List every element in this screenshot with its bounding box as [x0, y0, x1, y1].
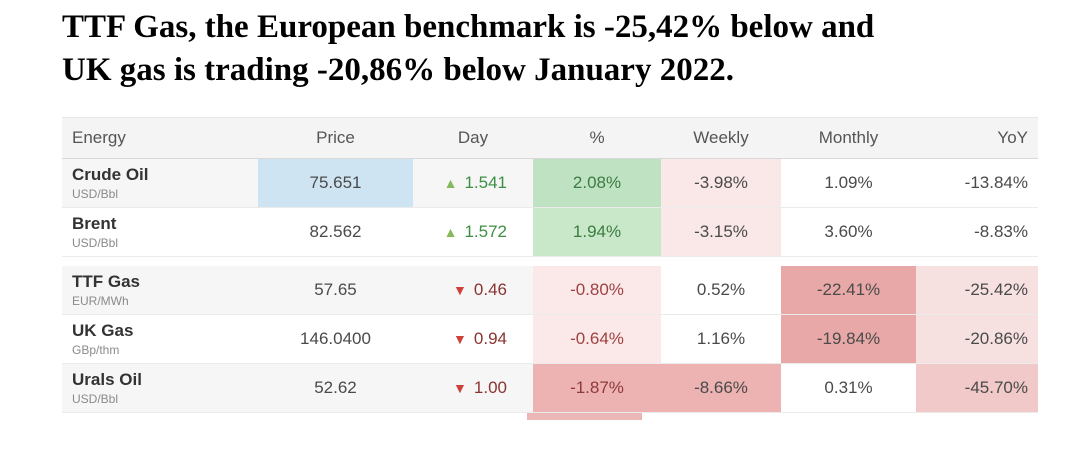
monthly-cell: 3.60%	[781, 208, 916, 256]
headline: TTF Gas, the European benchmark is -25,4…	[62, 6, 1052, 92]
headline-line-2: UK gas is trading -20,86% below January …	[62, 52, 734, 88]
percent-cell: -0.80%	[533, 266, 661, 314]
triangle-up-icon: ▲	[443, 175, 458, 191]
weekly-cell: 0.52%	[661, 266, 781, 314]
yoy-cell: -25.42%	[916, 266, 1038, 314]
price-cell: 146.0400	[300, 329, 371, 348]
table-header-row: Energy Price Day % Weekly Monthly YoY	[62, 118, 1038, 159]
commodity-cell: Brent USD/Bbl	[62, 208, 258, 256]
day-change-cell: ▲ 1.541	[413, 159, 533, 207]
commodity-cell: TTF Gas EUR/MWh	[62, 266, 258, 314]
percent-cell: -1.87%	[533, 364, 661, 412]
energy-markets-table: Energy Price Day % Weekly Monthly YoY Cr…	[62, 117, 1038, 420]
header-weekly: Weekly	[693, 128, 749, 147]
headline-line-1: TTF Gas, the European benchmark is -25,4…	[62, 9, 875, 45]
table-row-uk-gas[interactable]: UK Gas GBp/thm 146.0400 ▼ 0.94 -0.64% 1.…	[62, 315, 1038, 364]
table-row-crude-oil[interactable]: Crude Oil USD/Bbl 75.651 ▲ 1.541 2.08% -…	[62, 159, 1038, 208]
header-price: Price	[316, 128, 355, 147]
yoy-cell: -20.86%	[916, 315, 1038, 363]
commodity-cell: Crude Oil USD/Bbl	[62, 159, 258, 207]
day-change-value: 1.541	[464, 173, 507, 192]
day-change-value: 0.46	[473, 280, 507, 299]
triangle-down-icon: ▼	[453, 331, 467, 347]
triangle-up-icon: ▲	[443, 224, 458, 240]
triangle-down-icon: ▼	[453, 380, 467, 396]
cutoff-cell	[527, 413, 642, 420]
monthly-cell: -22.41%	[781, 266, 916, 314]
commodity-unit: GBp/thm	[72, 343, 120, 357]
cutoff-row-sliver	[62, 413, 1038, 420]
price-cell: 75.651	[258, 159, 413, 207]
header-percent: %	[589, 128, 605, 147]
weekly-cell: 1.16%	[661, 315, 781, 363]
commodity-unit: USD/Bbl	[72, 187, 119, 201]
commodity-name: TTF Gas	[72, 272, 141, 291]
day-change-value: 1.572	[464, 222, 507, 241]
monthly-cell: 0.31%	[781, 364, 916, 412]
triangle-down-icon: ▼	[453, 282, 467, 298]
commodity-unit: USD/Bbl	[72, 236, 119, 250]
percent-cell: 1.94%	[533, 208, 661, 256]
percent-cell: 2.08%	[533, 159, 661, 207]
weekly-cell: -3.98%	[661, 159, 781, 207]
price-cell: 57.65	[314, 280, 357, 299]
table-row-urals-oil[interactable]: Urals Oil USD/Bbl 52.62 ▼ 1.00 -1.87% -8…	[62, 364, 1038, 413]
table-group-divider	[62, 257, 1038, 266]
weekly-cell: -3.15%	[661, 208, 781, 256]
price-cell: 52.62	[314, 378, 357, 397]
header-energy: Energy	[72, 128, 126, 147]
weekly-cell: -8.66%	[661, 364, 781, 412]
commodity-name: Crude Oil	[72, 165, 149, 184]
commodity-cell: Urals Oil USD/Bbl	[62, 364, 258, 412]
commodity-unit: EUR/MWh	[72, 294, 129, 308]
day-change-value: 1.00	[473, 378, 507, 397]
day-change-cell: ▼ 0.46	[413, 266, 533, 314]
commodity-name: Brent	[72, 214, 117, 233]
price-cell: 82.562	[309, 222, 362, 241]
monthly-cell: -19.84%	[781, 315, 916, 363]
day-change-value: 0.94	[473, 329, 507, 348]
yoy-cell: -13.84%	[916, 159, 1038, 207]
commodity-name: UK Gas	[72, 321, 134, 340]
header-day: Day	[457, 128, 489, 147]
header-yoy: YoY	[997, 128, 1028, 147]
header-monthly: Monthly	[818, 128, 879, 147]
day-change-cell: ▼ 1.00	[413, 364, 533, 412]
table-row-brent[interactable]: Brent USD/Bbl 82.562 ▲ 1.572 1.94% -3.15…	[62, 208, 1038, 257]
monthly-cell: 1.09%	[781, 159, 916, 207]
commodity-name: Urals Oil	[72, 370, 142, 389]
day-change-cell: ▼ 0.94	[413, 315, 533, 363]
yoy-cell: -8.83%	[916, 208, 1038, 256]
commodity-unit: USD/Bbl	[72, 392, 119, 406]
percent-cell: -0.64%	[533, 315, 661, 363]
yoy-cell: -45.70%	[916, 364, 1038, 412]
day-change-cell: ▲ 1.572	[413, 208, 533, 256]
table-row-ttf-gas[interactable]: TTF Gas EUR/MWh 57.65 ▼ 0.46 -0.80% 0.52…	[62, 266, 1038, 315]
commodity-cell: UK Gas GBp/thm	[62, 315, 258, 363]
